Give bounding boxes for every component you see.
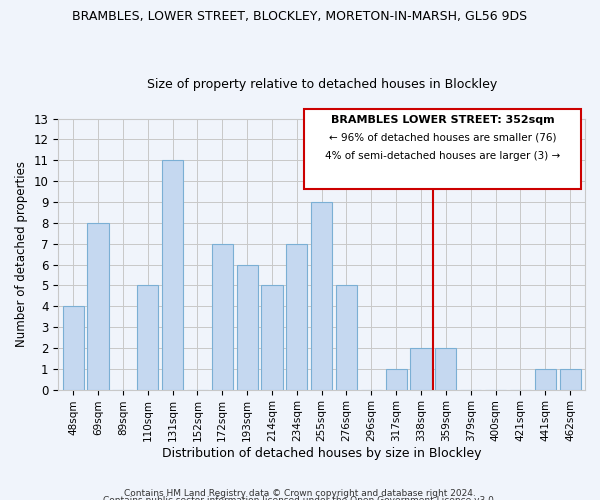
Bar [336,286,357,390]
Bar [386,368,407,390]
X-axis label: Distribution of detached houses by size in Blockley: Distribution of detached houses by size … [162,447,481,460]
Bar [410,348,431,390]
Bar [286,244,307,390]
Text: Contains HM Land Registry data © Crown copyright and database right 2024.: Contains HM Land Registry data © Crown c… [124,488,476,498]
Y-axis label: Number of detached properties: Number of detached properties [15,161,28,347]
Bar [212,244,233,390]
Text: ← 96% of detached houses are smaller (76): ← 96% of detached houses are smaller (76… [329,132,557,142]
Text: 4% of semi-detached houses are larger (3) →: 4% of semi-detached houses are larger (3… [325,151,560,161]
Bar [304,109,581,190]
Bar [535,368,556,390]
Title: Size of property relative to detached houses in Blockley: Size of property relative to detached ho… [146,78,497,91]
Bar [262,286,283,390]
Bar [88,223,109,390]
Text: BRAMBLES, LOWER STREET, BLOCKLEY, MORETON-IN-MARSH, GL56 9DS: BRAMBLES, LOWER STREET, BLOCKLEY, MORETO… [73,10,527,23]
Bar [311,202,332,390]
Text: Contains public sector information licensed under the Open Government Licence v3: Contains public sector information licen… [103,496,497,500]
Bar [62,306,84,390]
Bar [137,286,158,390]
Bar [162,160,183,390]
Bar [236,264,257,390]
Bar [436,348,457,390]
Bar [560,368,581,390]
Text: BRAMBLES LOWER STREET: 352sqm: BRAMBLES LOWER STREET: 352sqm [331,116,554,126]
